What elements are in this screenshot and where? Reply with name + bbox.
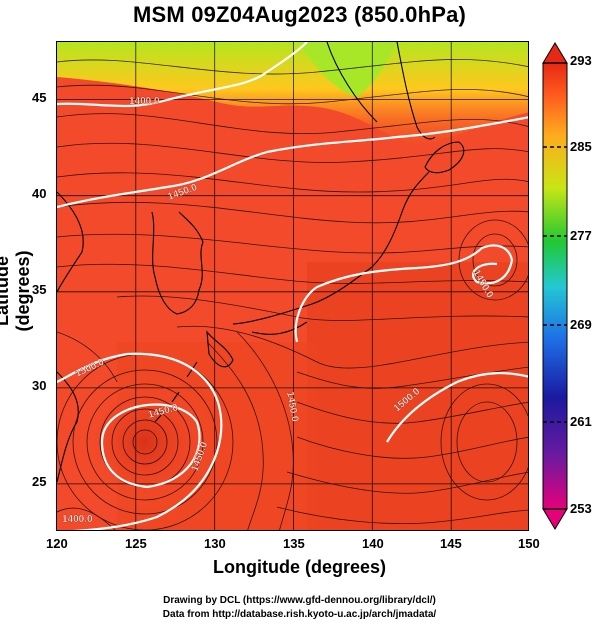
colorbar-tick-label: 277 (570, 228, 592, 243)
y-tick-label: 30 (32, 378, 47, 393)
temperature-wind-map: 1400.0 1450.0 1450.0 1450.0 1450.0 1500.… (57, 42, 528, 530)
contour-1450-south (57, 352, 223, 530)
sakhalin-coastline (396, 42, 436, 140)
colorbar-scale (542, 62, 568, 510)
x-axis-label: Longitude (degrees) (212, 557, 386, 577)
x-tick-label: 145 (440, 536, 462, 551)
colorbar-tick-label: 293 (570, 53, 592, 68)
y-tick-label: 45 (32, 90, 47, 105)
colorbar-tick-label: 253 (570, 501, 592, 516)
credit-drawing: Drawing by DCL (https://www.gfd-dennou.o… (163, 595, 436, 606)
korea-coastline (151, 211, 204, 315)
contour-label: 1400.0 (129, 96, 160, 107)
graticule (57, 42, 528, 530)
warm-region-east (307, 262, 528, 530)
y-tick-label: 25 (32, 474, 47, 489)
colorbar-bottom-arrow (542, 508, 568, 530)
x-tick-label: 125 (125, 536, 147, 551)
credit-data-source: Data from http://database.rish.kyoto-u.a… (162, 609, 437, 620)
y-tick-label: 40 (32, 186, 47, 201)
contour-1450-east (294, 244, 514, 343)
colorbar (542, 42, 568, 530)
x-tick-label: 120 (46, 536, 68, 551)
y-axis-label: Latitude (degrees) (0, 250, 33, 332)
colorbar-top-arrow (542, 42, 568, 64)
x-tick-label: 130 (204, 536, 226, 551)
china-coastline (57, 191, 84, 293)
contour-1400 (57, 42, 308, 108)
hokkaido-coastline (424, 141, 465, 174)
contour-1450-north (57, 116, 528, 209)
contour-1500 (386, 371, 528, 443)
map-plot-area: 1400.0 1450.0 1450.0 1450.0 1450.0 1500.… (56, 41, 529, 531)
colorbar-tick-label: 261 (570, 414, 592, 429)
map-title: MSM 09Z04Aug2023 (850.0hPa) (132, 2, 467, 27)
typhoon-core (75, 372, 215, 512)
contour-1450-typhoon (100, 403, 201, 489)
x-tick-label: 150 (518, 536, 540, 551)
contour-label: 1400.0 (62, 514, 93, 525)
y-tick-label: 35 (32, 282, 47, 297)
coastlines (57, 42, 465, 483)
colorbar-tick-label: 285 (570, 139, 592, 154)
cool-region-north (57, 42, 528, 147)
x-tick-label: 135 (283, 536, 305, 551)
colorbar-ticks (543, 62, 567, 510)
x-tick-label: 140 (362, 536, 384, 551)
japan-coastline (206, 330, 234, 368)
colorbar-tick-label: 269 (570, 317, 592, 332)
height-contours (57, 42, 528, 530)
